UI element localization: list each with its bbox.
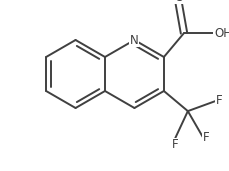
- Text: F: F: [172, 138, 179, 151]
- Text: F: F: [216, 94, 223, 107]
- Text: O: O: [174, 0, 183, 4]
- Text: OH: OH: [214, 27, 229, 40]
- Text: N: N: [130, 34, 139, 47]
- Text: F: F: [203, 130, 210, 143]
